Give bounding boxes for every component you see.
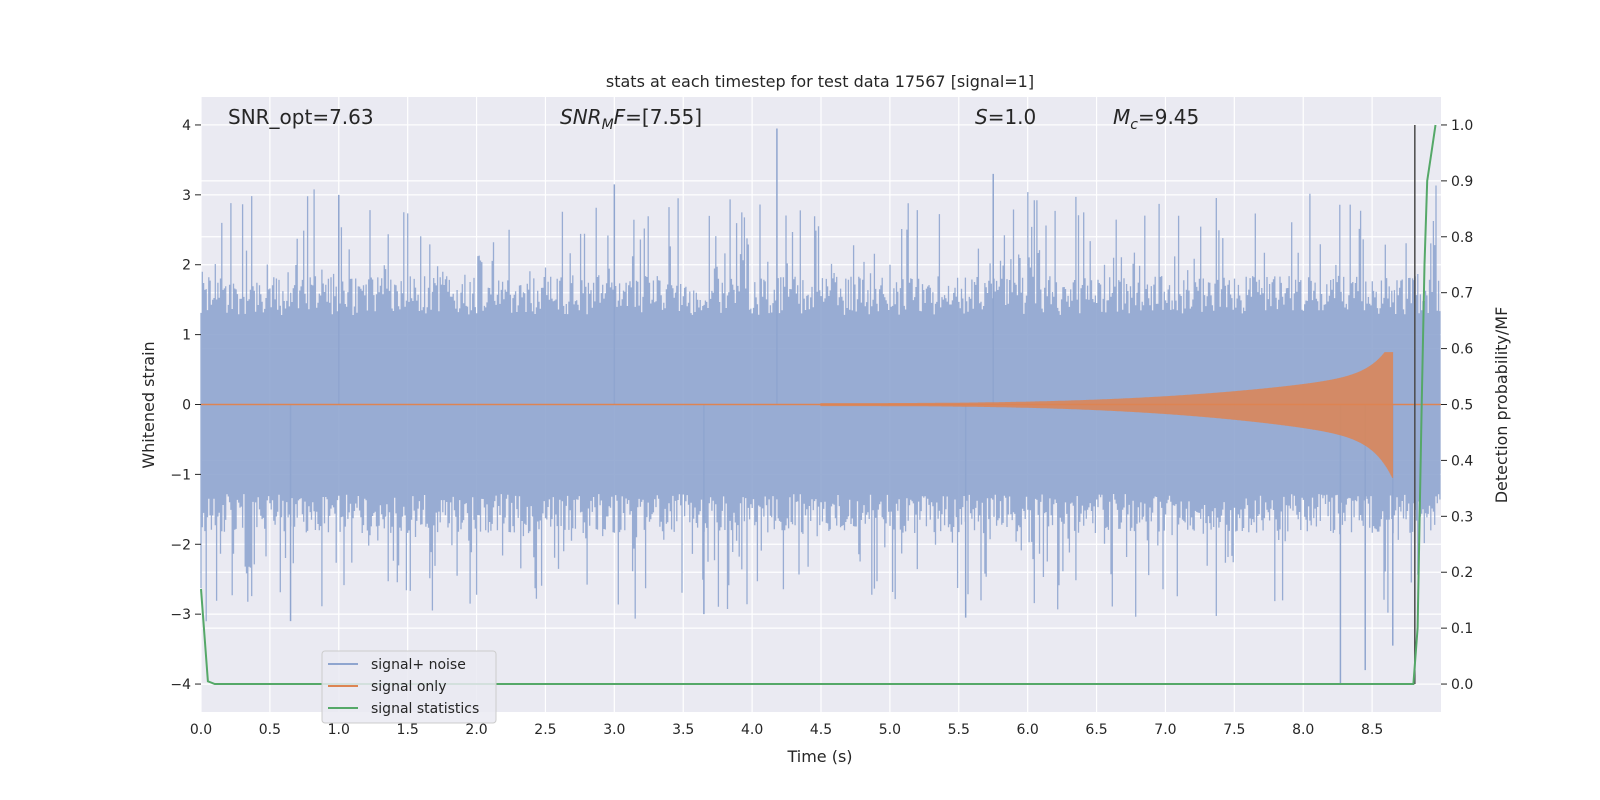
annotation-4-base: M — [1113, 105, 1130, 129]
y-right-axis-ticks: 1.0 0.9 0.8 0.7 0.6 0.5 0.4 0.3 0.2 0.1 0.0 — [1441, 118, 1473, 693]
x-tick-label-8: 4.0 — [741, 722, 763, 738]
chart-title: stats at each timestep for test data 175… — [606, 72, 1034, 91]
annotation-2-suffix: F — [614, 105, 626, 129]
y-right-tick-label-4: 0.6 — [1451, 342, 1473, 358]
x-tick-label-17: 8.5 — [1361, 722, 1383, 738]
legend-label-signal-noise: signal+ noise — [371, 657, 466, 673]
x-axis-label: Time (s) — [786, 747, 852, 766]
x-axis-ticks: 0.0 0.5 1.0 1.5 2.0 2.5 3.0 3.5 4.0 4.5 5.0 5.5 6.0 6… — [190, 722, 1383, 738]
y-right-tick-label-1: 0.9 — [1451, 174, 1473, 190]
y-left-tick-label-1: 3 — [182, 188, 191, 204]
annotation-2: SNRMF=[7.55] — [560, 105, 702, 133]
y-left-tick-label-0: 4 — [182, 118, 191, 134]
x-tick-label-6: 3.0 — [603, 722, 625, 738]
legend-label-signal-only: signal only — [371, 679, 446, 695]
annotation-2-sub: M — [602, 117, 614, 133]
x-tick-label-3: 1.5 — [397, 722, 419, 738]
annotation-3: S=1.0 — [975, 105, 1036, 129]
y-right-tick-label-10: 0.0 — [1451, 677, 1473, 693]
annotation-3-base: S — [975, 105, 988, 129]
y-right-tick-label-3: 0.7 — [1451, 286, 1473, 302]
x-tick-label-14: 7.0 — [1154, 722, 1176, 738]
x-tick-label-11: 5.5 — [948, 722, 970, 738]
x-tick-label-12: 6.0 — [1017, 722, 1039, 738]
x-tick-label-9: 4.5 — [810, 722, 832, 738]
y-left-tick-label-8: −4 — [170, 677, 191, 693]
legend-label-signal-statistics: signal statistics — [371, 701, 479, 717]
y-left-tick-label-4: 0 — [182, 398, 191, 414]
annotation-4: Mc=9.45 — [1113, 105, 1199, 133]
annotations: SNR_opt=7.63 SNRMF=[7.55] S=1.0 Mc=9.45 — [228, 105, 1199, 133]
annotation-3-suffix: =1.0 — [988, 105, 1037, 129]
series-signal-only — [201, 124, 1441, 685]
y-left-tick-label-6: −2 — [170, 537, 191, 553]
y-right-axis-label: Detection probability/MF — [1492, 307, 1511, 504]
x-tick-label-16: 8.0 — [1292, 722, 1314, 738]
y-left-axis-ticks: 4 3 2 1 0 −1 −2 −3 −4 — [170, 118, 201, 693]
annotation-4-sub: c — [1130, 117, 1138, 133]
annotation-1-base: SNR_opt=7.63 — [228, 105, 374, 129]
y-left-axis-label: Whitened strain — [139, 341, 158, 468]
y-left-tick-label-5: −1 — [170, 467, 191, 483]
signal-statistics-line — [200, 124, 1437, 685]
x-tick-label-7: 3.5 — [672, 722, 694, 738]
y-right-tick-label-5: 0.5 — [1451, 398, 1473, 414]
x-tick-label-4: 2.0 — [465, 722, 487, 738]
annotation-1: SNR_opt=7.63 — [228, 105, 374, 129]
series-signal-statistics — [200, 124, 1437, 685]
y-left-tick-label-2: 2 — [182, 258, 191, 274]
y-right-tick-label-6: 0.4 — [1451, 453, 1473, 469]
series-signal-noise — [200, 128, 1441, 685]
x-tick-label-0: 0.0 — [190, 722, 212, 738]
y-right-tick-label-8: 0.2 — [1451, 565, 1473, 581]
legend: signal+ noise signal only signal statist… — [321, 650, 497, 724]
annotation-4-suffix: =9.45 — [1138, 105, 1199, 129]
x-tick-label-2: 1.0 — [328, 722, 350, 738]
x-tick-label-10: 5.0 — [879, 722, 901, 738]
y-right-tick-label-0: 1.0 — [1451, 118, 1473, 134]
annotation-2-base: SNR — [560, 105, 602, 129]
y-left-tick-label-7: −3 — [170, 607, 191, 623]
y-right-tick-label-2: 0.8 — [1451, 230, 1473, 246]
signal-only-chirp — [820, 352, 1394, 478]
annotation-2-value: =[7.55] — [625, 105, 702, 129]
y-right-tick-label-9: 0.1 — [1451, 621, 1473, 637]
x-tick-label-15: 7.5 — [1223, 722, 1245, 738]
y-left-tick-label-3: 1 — [182, 328, 191, 344]
x-tick-label-5: 2.5 — [534, 722, 556, 738]
x-tick-label-1: 0.5 — [259, 722, 281, 738]
y-right-tick-label-7: 0.3 — [1451, 509, 1473, 525]
legend-box — [321, 650, 497, 724]
x-tick-label-13: 6.5 — [1085, 722, 1107, 738]
